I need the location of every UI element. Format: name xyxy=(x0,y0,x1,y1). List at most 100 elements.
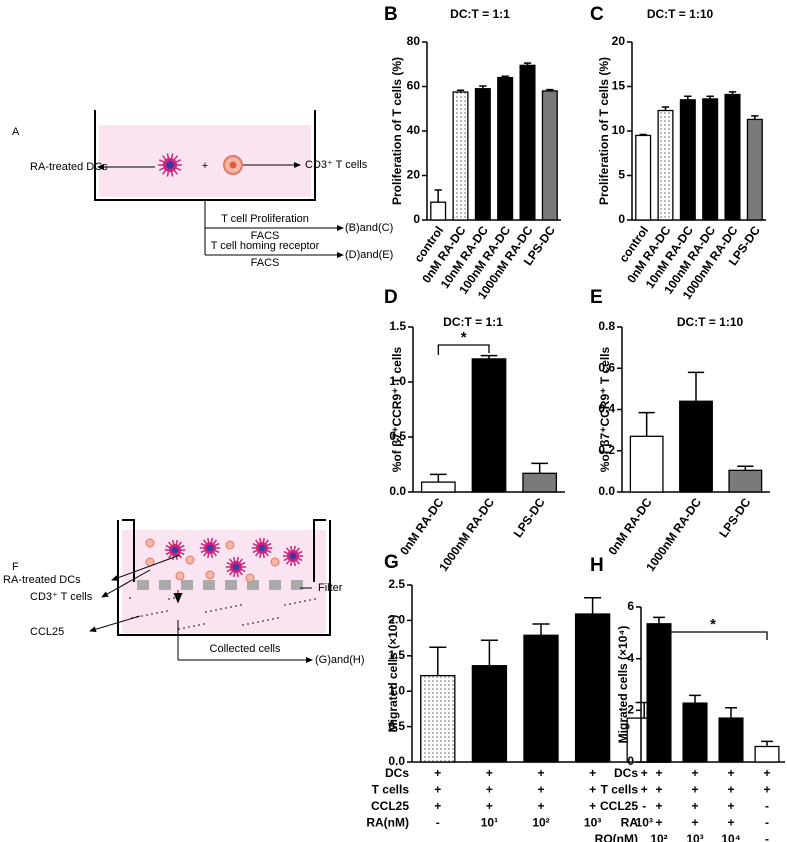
tcell-label: CD3⁺ T cells xyxy=(305,159,368,171)
condition-value: - xyxy=(765,832,769,842)
condition-value: + xyxy=(589,766,596,780)
y-tick-label: 1.0 xyxy=(389,374,406,388)
filter-label: Filter xyxy=(318,582,343,594)
chemokine-dot xyxy=(166,610,168,612)
y-tick-label: 5 xyxy=(618,168,625,182)
dc-nucleus xyxy=(166,161,174,169)
panel-label: G xyxy=(384,552,399,573)
y-tick-label: 0.8 xyxy=(598,319,615,333)
condition-value: 10⁴ xyxy=(721,832,740,842)
chemokine-dot xyxy=(242,624,244,626)
bar xyxy=(541,90,558,221)
error-bar xyxy=(684,95,692,100)
bar xyxy=(746,118,763,221)
condition-label: T cells xyxy=(372,783,410,797)
chemokine-dot xyxy=(220,608,222,610)
condition-value: + xyxy=(691,783,698,797)
t-cell xyxy=(245,573,255,583)
chemokine-dot xyxy=(284,604,286,606)
chemokine-dot xyxy=(240,604,242,606)
chemokine-dot xyxy=(151,613,153,615)
y-tick-label: 0 xyxy=(618,212,625,226)
condition-value: + xyxy=(727,766,734,780)
arrow xyxy=(89,615,141,633)
filter-pore xyxy=(291,580,303,590)
condition-value: 10³ xyxy=(584,816,601,830)
y-axis-label: Proliferation of T cells (%) xyxy=(597,57,611,205)
y-axis-label: %of β7⁺CCR9⁺ T cells xyxy=(598,346,612,472)
panel-label: B xyxy=(384,4,398,25)
condition-value: + xyxy=(655,783,662,797)
chemokine-dot xyxy=(277,617,279,619)
y-tick-label: 0.0 xyxy=(388,754,405,768)
condition-value: - xyxy=(765,816,769,830)
y-tick-label: 20 xyxy=(407,168,421,182)
t-cell xyxy=(175,571,185,581)
error-bar xyxy=(751,115,759,120)
y-axis-label: Migrated cells (×10⁴) xyxy=(616,626,630,744)
chemokine-dot xyxy=(272,618,274,620)
error-bar xyxy=(480,639,498,666)
bar xyxy=(420,674,456,763)
y-tick-label: 0 xyxy=(413,212,420,226)
y-tick-label: 0.0 xyxy=(598,484,615,498)
panel-a: A + RA-treated DCs CD3⁺ T cells T cell P… xyxy=(12,110,393,269)
significance-label: * xyxy=(461,329,467,346)
chemokine-dot xyxy=(183,627,185,629)
filter-pore xyxy=(247,580,259,590)
dc-label: RA-treated DCs xyxy=(30,161,108,173)
condition-value: + xyxy=(691,816,698,830)
y-tick-label: 60 xyxy=(407,79,421,93)
bar xyxy=(718,717,744,763)
error-bar xyxy=(661,106,670,111)
condition-label: DCs xyxy=(614,766,638,780)
condition-value: + xyxy=(763,766,770,780)
chemokine-dot xyxy=(146,614,148,616)
chemokine-dot xyxy=(225,607,227,609)
bar xyxy=(420,481,456,493)
chemokine-dot xyxy=(198,624,200,626)
filter-pore xyxy=(203,580,215,590)
y-tick-label: 0.6 xyxy=(598,360,615,374)
x-tick-label: 0nM RA-DC xyxy=(605,495,655,557)
bar xyxy=(471,665,508,763)
dc-nucleus xyxy=(289,552,297,560)
panel-label: C xyxy=(590,4,604,25)
error-bar xyxy=(532,623,550,636)
chemokine-dot xyxy=(262,620,264,622)
x-tick-label: LPS-DC xyxy=(716,495,753,540)
condition-value: - xyxy=(642,799,646,813)
dc-label: RA-treated DCs xyxy=(3,574,81,586)
target-label: (G)and(H) xyxy=(315,654,365,666)
y-tick-label: 2 xyxy=(627,703,634,717)
bar xyxy=(754,745,780,763)
y-tick-label: 1.5 xyxy=(389,319,406,333)
bar xyxy=(682,702,708,763)
assay-label: T cell homing receptor xyxy=(211,240,320,252)
bar xyxy=(679,99,696,221)
y-axis-label: %of β7⁺CCR9⁺ T cells xyxy=(390,346,404,472)
bar xyxy=(629,435,664,493)
condition-value: + xyxy=(589,799,596,813)
filter-pore xyxy=(181,580,193,590)
dc-cell xyxy=(158,153,182,177)
y-tick-label: 1.5 xyxy=(388,648,405,662)
error-bar xyxy=(434,189,442,203)
chemokine-dot xyxy=(252,622,254,624)
chemokine-dot xyxy=(168,598,170,600)
chemokine-dot xyxy=(235,605,237,607)
condition-value: - xyxy=(765,799,769,813)
error-bar xyxy=(456,89,465,93)
target-label: (B)and(C) xyxy=(345,222,393,234)
error-bar xyxy=(523,62,532,66)
chemokine-dot xyxy=(210,610,212,612)
condition-label: RA(nM) xyxy=(366,816,409,830)
condition-value: + xyxy=(691,799,698,813)
target-label: (D)and(E) xyxy=(345,249,393,261)
y-tick-label: 6 xyxy=(627,599,634,613)
error-bar xyxy=(737,465,754,471)
condition-value: + xyxy=(727,816,734,830)
x-tick-label: LPS-DC xyxy=(511,495,548,540)
plus: + xyxy=(202,160,208,172)
error-bar xyxy=(546,88,554,91)
